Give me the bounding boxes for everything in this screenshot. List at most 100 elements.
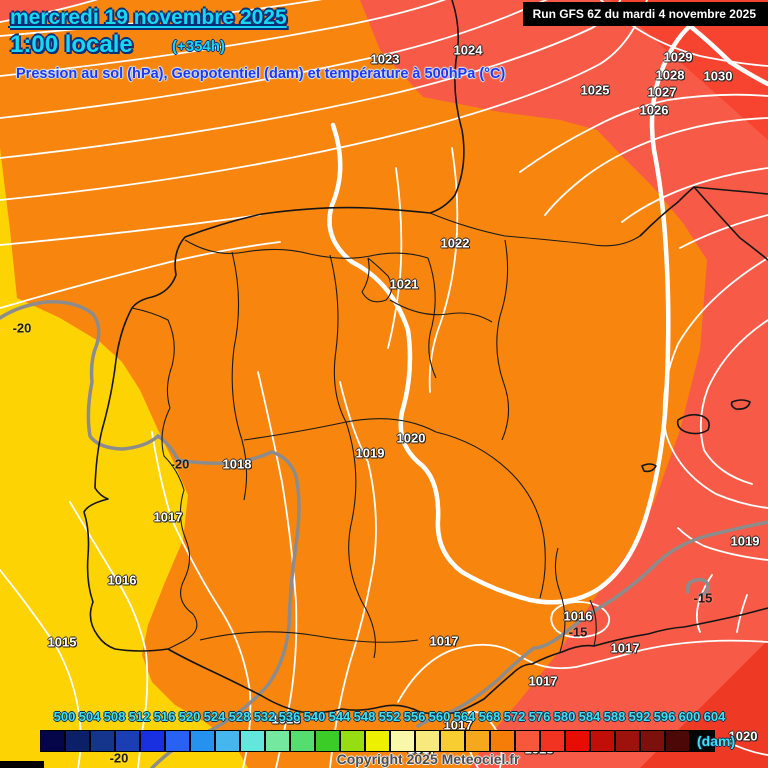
temperature-label: -15 [568, 624, 588, 640]
colorbar-tick: 560 [428, 709, 451, 724]
pressure-label: 1015 [47, 634, 77, 650]
colorbar-box [465, 730, 490, 752]
pressure-label: 1023 [370, 51, 400, 67]
colorbar-box [640, 730, 665, 752]
pressure-label: 1017 [153, 509, 183, 525]
colorbar-tick: 568 [478, 709, 501, 724]
colorbar-tick-labels: 500 504 508 512 516 520 524 528 532 536 540 544 548 5… [52, 709, 727, 724]
colorbar-tick: 504 [78, 709, 101, 724]
forecast-time: 1:00 locale [10, 31, 133, 58]
colorbar-box [140, 730, 165, 752]
colorbar-box [290, 730, 315, 752]
pressure-label: 1017 [528, 673, 558, 689]
colorbar-box [190, 730, 215, 752]
colorbar-box [165, 730, 190, 752]
copyright-text: Copyright 2025 Meteociel.fr [336, 751, 520, 767]
colorbar-tick: 520 [178, 709, 201, 724]
colorbar-box [115, 730, 140, 752]
colorbar-tick: 556 [403, 709, 426, 724]
colorbar-tick: 600 [678, 709, 701, 724]
colorbar-box [440, 730, 465, 752]
colorbar-tick: 580 [553, 709, 576, 724]
colorbar-tick: 528 [228, 709, 251, 724]
isotherm-minus20 [0, 300, 301, 768]
pressure-label: 1017 [610, 640, 640, 656]
pressure-label: 1028 [655, 67, 685, 83]
forecast-offset: (+354h) [172, 38, 225, 55]
run-info-box: Run GFS 6Z du mardi 4 novembre 2025 [522, 2, 768, 26]
zone-red-ne [610, 0, 768, 140]
temperature-label: -20 [12, 320, 32, 336]
colorbar-box [265, 730, 290, 752]
colorbar-tick: 532 [253, 709, 276, 724]
colorbar-box [365, 730, 390, 752]
colorbar-box [40, 730, 65, 752]
map-subtitle: Pression au sol (hPa), Geopotentiel (dam… [16, 66, 506, 82]
colorbar-temperature-label: -20 [109, 750, 129, 766]
colorbar-box [665, 730, 690, 752]
pressure-label: 1022 [440, 235, 470, 251]
colorbar-tick: 500 [53, 709, 76, 724]
pressure-label: 1020 [396, 430, 426, 446]
colorbar-box [615, 730, 640, 752]
colorbar-box [540, 730, 565, 752]
colorbar-box [565, 730, 590, 752]
coastlines [83, 0, 768, 715]
colorbar-unit: (dam) [697, 733, 736, 749]
pressure-label: 1026 [639, 102, 669, 118]
colorbar-box [490, 730, 515, 752]
colorbar-tick: 592 [628, 709, 651, 724]
colorbar-tick: 584 [578, 709, 601, 724]
pressure-label: 1017 [443, 717, 473, 733]
colorbar-tick: 516 [153, 709, 176, 724]
colorbar-box [315, 730, 340, 752]
colorbar-tick: 572 [503, 709, 526, 724]
pressure-label: 1025 [580, 82, 610, 98]
colorbar-box [240, 730, 265, 752]
colorbar-tick: 540 [303, 709, 326, 724]
thick-white-contour [327, 23, 768, 605]
pressure-label: 1016 [563, 608, 593, 624]
pressure-label: 1018 [271, 711, 301, 727]
forecast-date: mercredi 19 novembre 2025 [10, 6, 287, 29]
colorbar-tick: 588 [603, 709, 626, 724]
colorbar [40, 730, 715, 752]
colorbar-tick: 604 [703, 709, 726, 724]
pressure-label: 1020 [728, 728, 758, 744]
colorbar-box [515, 730, 540, 752]
pressure-label: 1016 [107, 572, 137, 588]
colorbar-tick: 548 [353, 709, 376, 724]
colorbar-box [90, 730, 115, 752]
zone-yellow [0, 148, 248, 768]
colorbar-tick: 536 [278, 709, 301, 724]
colorbar-tick: 576 [528, 709, 551, 724]
pressure-label: 1017 [429, 633, 459, 649]
colorbar-box [390, 730, 415, 752]
colorbar-tick: 508 [103, 709, 126, 724]
inner-borders [131, 212, 641, 659]
colorbar-box [690, 730, 715, 752]
colorbar-box [340, 730, 365, 752]
colorbar-box [215, 730, 240, 752]
temperature-label: -15 [693, 590, 713, 606]
pressure-label: 1021 [389, 276, 419, 292]
pressure-label: 1030 [703, 68, 733, 84]
colorbar-tick: 512 [128, 709, 151, 724]
colorbar-box [590, 730, 615, 752]
colorbar-tick: 552 [378, 709, 401, 724]
pressure-label: 1024 [453, 42, 483, 58]
colorbar-tick: 524 [203, 709, 226, 724]
bottom-left-black-box [0, 761, 44, 768]
colorbar-tick: 596 [653, 709, 676, 724]
isotherm-minus15-loop [685, 577, 710, 597]
pressure-label: 1019 [355, 445, 385, 461]
zone-salmon [360, 0, 768, 768]
temperature-label: -20 [170, 456, 190, 472]
colorbar-box [65, 730, 90, 752]
pressure-label: 1019 [730, 533, 760, 549]
pressure-label: 1029 [663, 49, 693, 65]
colorbar-tick: 564 [453, 709, 476, 724]
